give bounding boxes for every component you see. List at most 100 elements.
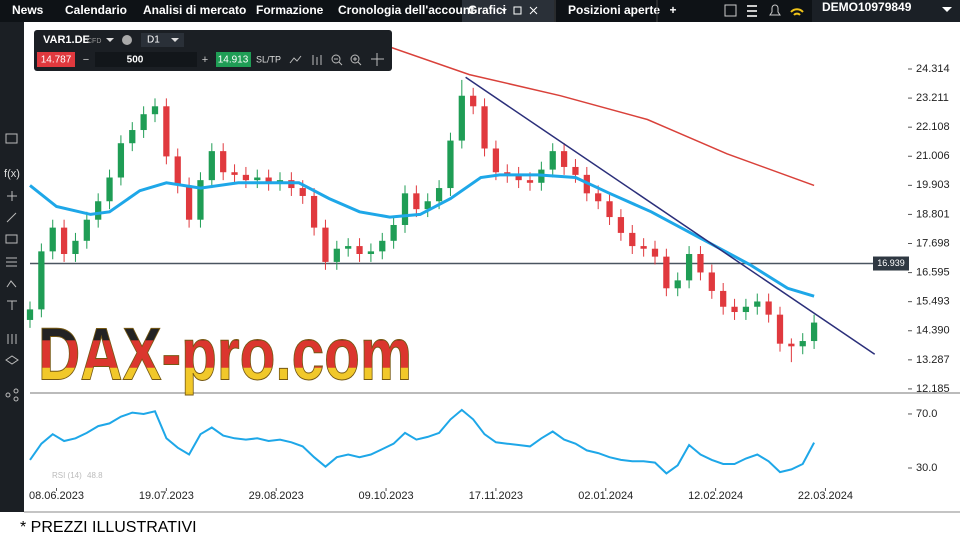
candle-body: [754, 301, 761, 307]
overlay-line: [370, 39, 815, 187]
candle-body: [197, 180, 204, 220]
candle-body: [617, 217, 625, 233]
nav-tab[interactable]: Calendario: [65, 3, 127, 17]
account-box[interactable]: [812, 0, 960, 22]
tab-menu-icon[interactable]: [501, 9, 507, 12]
candle-body: [106, 177, 113, 202]
candle-body: [356, 246, 363, 254]
sltp[interactable]: SL/TP: [256, 54, 281, 64]
x-tick-label: 29.08.2023: [249, 490, 304, 502]
candle-body: [458, 95, 465, 141]
candle-body: [447, 140, 454, 189]
candle-body: [470, 95, 477, 107]
volume-minus[interactable]: −: [83, 54, 89, 66]
y-tick-label: 22.108: [916, 121, 950, 133]
y-tick-label: 12.185: [916, 383, 950, 395]
candle-body: [572, 166, 579, 175]
tool-icons[interactable]: [289, 53, 384, 66]
candle-body: [117, 143, 125, 178]
candle-body: [549, 151, 556, 170]
y-tick-label: 18.801: [916, 208, 950, 220]
active-tab[interactable]: Grafici: [468, 3, 506, 17]
volume[interactable]: 500: [127, 55, 144, 66]
candle-body: [26, 309, 34, 320]
active-tab-bg: [462, 0, 554, 22]
rsi-tick-label: 30.0: [916, 462, 937, 474]
y-tick-label: 19.903: [916, 179, 950, 191]
symbol[interactable]: VAR1.DE: [43, 34, 90, 46]
candle-body: [174, 156, 181, 186]
candle-body: [731, 306, 738, 313]
volume-box[interactable]: [95, 52, 197, 67]
candle-body: [799, 341, 806, 347]
info-icon[interactable]: [122, 35, 132, 45]
overlay-line: [29, 173, 815, 298]
price-level-box: [873, 256, 909, 271]
sidebar-icons[interactable]: [5, 133, 19, 402]
nav-tab[interactable]: Cronologia dell'account: [338, 3, 474, 17]
candle-body: [629, 232, 636, 247]
price-level-label: 16.939: [877, 258, 905, 268]
sell-box[interactable]: [37, 52, 75, 67]
sell-price[interactable]: 14.787: [41, 55, 72, 66]
volume-plus[interactable]: +: [202, 54, 208, 66]
account-dropdown[interactable]: [942, 7, 952, 12]
timeframe-box[interactable]: [141, 33, 184, 47]
candle-body: [481, 106, 488, 149]
chart-area: [24, 22, 960, 512]
candle-body: [299, 188, 306, 196]
x-tick-label: 02.01.2024: [578, 490, 633, 502]
fx-icon[interactable]: f(x): [4, 168, 20, 180]
rsi-title: RSI (14): [52, 471, 82, 480]
bell-icon[interactable]: [769, 4, 781, 16]
y-tick-label: 21.006: [916, 150, 950, 162]
nav-tab[interactable]: Analisi di mercato: [143, 3, 246, 17]
nav-tab[interactable]: Formazione: [256, 3, 324, 17]
candle-body: [413, 193, 420, 210]
symbol-dropdown[interactable]: [106, 38, 114, 42]
y-tick-label: 14.390: [916, 325, 950, 337]
nav-tab[interactable]: News: [12, 3, 44, 17]
candle-body: [83, 219, 90, 241]
candle-body: [333, 248, 340, 262]
buy-box[interactable]: [216, 52, 251, 67]
x-tick-label: 08.06.2023: [29, 490, 84, 502]
footer-note: * PREZZI ILLUSTRATIVI: [20, 519, 197, 536]
add-tab[interactable]: +: [669, 3, 676, 17]
candle-body: [231, 172, 238, 175]
rsi-tick-label: 70.0: [916, 408, 937, 420]
candle-body: [685, 253, 693, 281]
settings-icon[interactable]: [747, 5, 757, 17]
candle-body: [526, 180, 534, 183]
x-tick-label: 22.03.2024: [798, 490, 853, 502]
candle-body: [345, 246, 352, 249]
candle-body: [424, 201, 431, 210]
candle-body: [640, 246, 647, 249]
candle-body: [265, 177, 272, 183]
candle-body: [140, 114, 147, 131]
tab-window-icon[interactable]: [513, 6, 522, 15]
nav-tab[interactable]: Posizioni aperte: [568, 3, 660, 17]
overlay-line: [465, 76, 876, 355]
tab-close-icon[interactable]: [529, 6, 538, 15]
candle-body: [435, 188, 443, 202]
candle-body: [697, 253, 704, 273]
buy-price[interactable]: 14.913: [218, 55, 249, 66]
account-number: 10979849: [858, 0, 912, 14]
candle-body: [310, 195, 318, 228]
candle-body: [72, 240, 79, 254]
account-mode: DEMO: [822, 0, 858, 14]
candle-body: [674, 280, 681, 289]
y-tick-label: 15.493: [916, 296, 950, 308]
candle-body: [379, 240, 386, 252]
timeframe[interactable]: D1: [147, 35, 160, 46]
x-tick-label: 12.02.2024: [688, 490, 743, 502]
timeframe-dropdown[interactable]: [171, 38, 179, 42]
candle-body: [401, 193, 409, 225]
candle-body: [163, 106, 170, 157]
layout-icon[interactable]: [724, 4, 737, 17]
candle-body: [208, 151, 215, 181]
y-tick-label: 23.211: [916, 92, 949, 104]
